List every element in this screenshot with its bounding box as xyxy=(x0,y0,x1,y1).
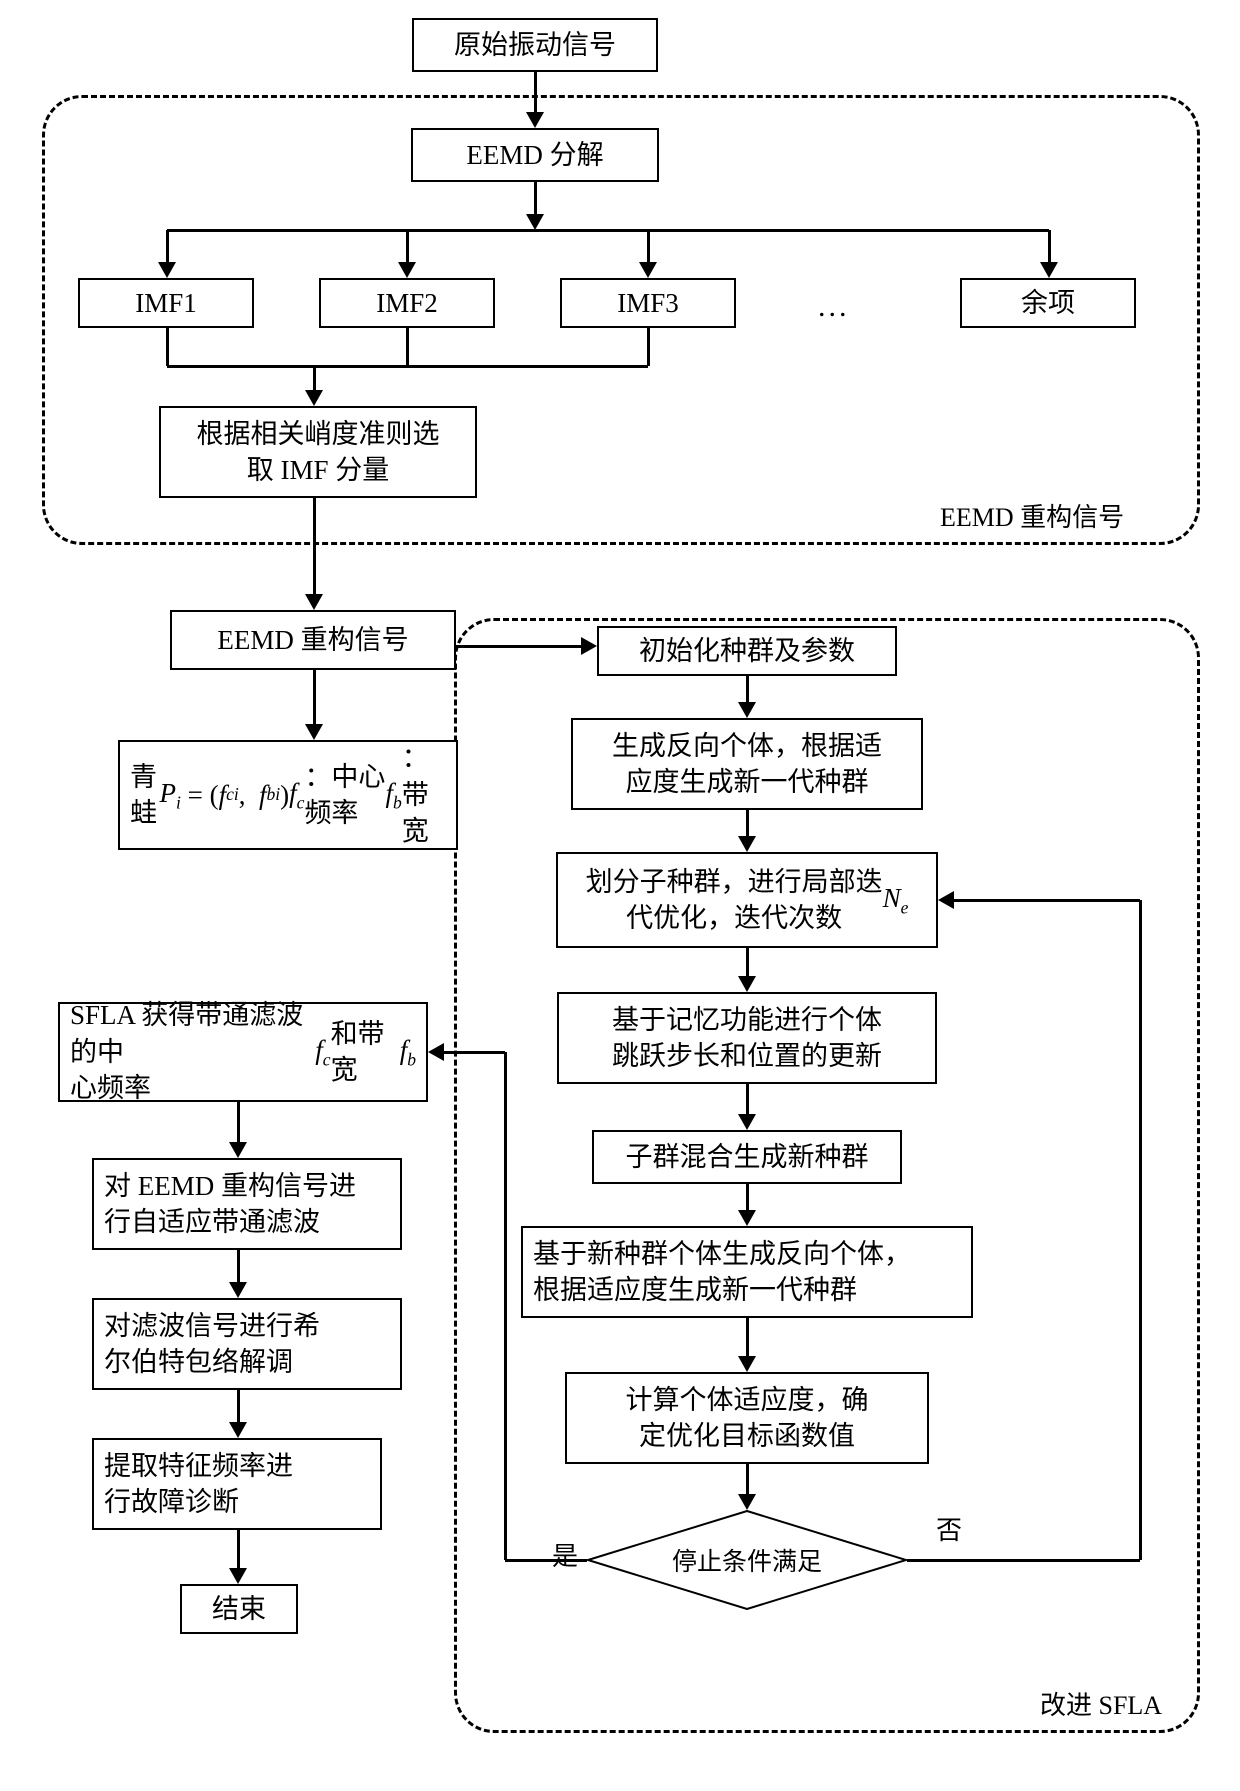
node-bandpass-filter: 对 EEMD 重构信号进行自适应带通滤波 xyxy=(92,1158,402,1250)
eemd-region-label: EEMD 重构信号 xyxy=(940,497,1124,534)
node-frog-definition: 青蛙 Pi = (fci, fbi)fc：中心频率 fb：带宽 xyxy=(118,740,458,850)
node-imf2: IMF2 xyxy=(319,278,495,328)
node-opposite-individual: 生成反向个体，根据适应度生成新一代种群 xyxy=(571,718,923,810)
node-select-imf: 根据相关峭度准则选取 IMF 分量 xyxy=(159,406,477,498)
label-yes: 是 xyxy=(552,1536,578,1573)
node-init-population: 初始化种群及参数 xyxy=(597,626,897,676)
node-imf1: IMF1 xyxy=(78,278,254,328)
node-fitness: 计算个体适应度，确定优化目标函数值 xyxy=(565,1372,929,1464)
node-eemd-reconstruct: EEMD 重构信号 xyxy=(170,610,456,670)
node-residual: 余项 xyxy=(960,278,1136,328)
node-imf3: IMF3 xyxy=(560,278,736,328)
node-subpopulation: 划分子种群，进行局部迭代优化，迭代次数 Ne xyxy=(556,852,938,948)
node-original-signal: 原始振动信号 xyxy=(412,18,658,72)
node-hilbert-envelope: 对滤波信号进行希尔伯特包络解调 xyxy=(92,1298,402,1390)
node-mix-subgroups: 子群混合生成新种群 xyxy=(592,1130,902,1184)
node-end: 结束 xyxy=(180,1584,298,1634)
node-new-opposite: 基于新种群个体生成反向个体，根据适应度生成新一代种群 xyxy=(521,1226,973,1318)
node-extract-feature: 提取特征频率进行故障诊断 xyxy=(92,1438,382,1530)
label-no: 否 xyxy=(936,1510,962,1547)
decision-stop-condition: 停止条件满足 xyxy=(587,1510,907,1610)
node-memory-update: 基于记忆功能进行个体跳跃步长和位置的更新 xyxy=(557,992,937,1084)
sfla-region-label: 改进 SFLA xyxy=(1040,1685,1162,1722)
node-sfla-result: SFLA 获得带通滤波的中心频率 fc 和带宽 fb xyxy=(58,1002,428,1102)
ellipsis: ... xyxy=(818,290,850,324)
node-eemd-decompose: EEMD 分解 xyxy=(411,128,659,182)
